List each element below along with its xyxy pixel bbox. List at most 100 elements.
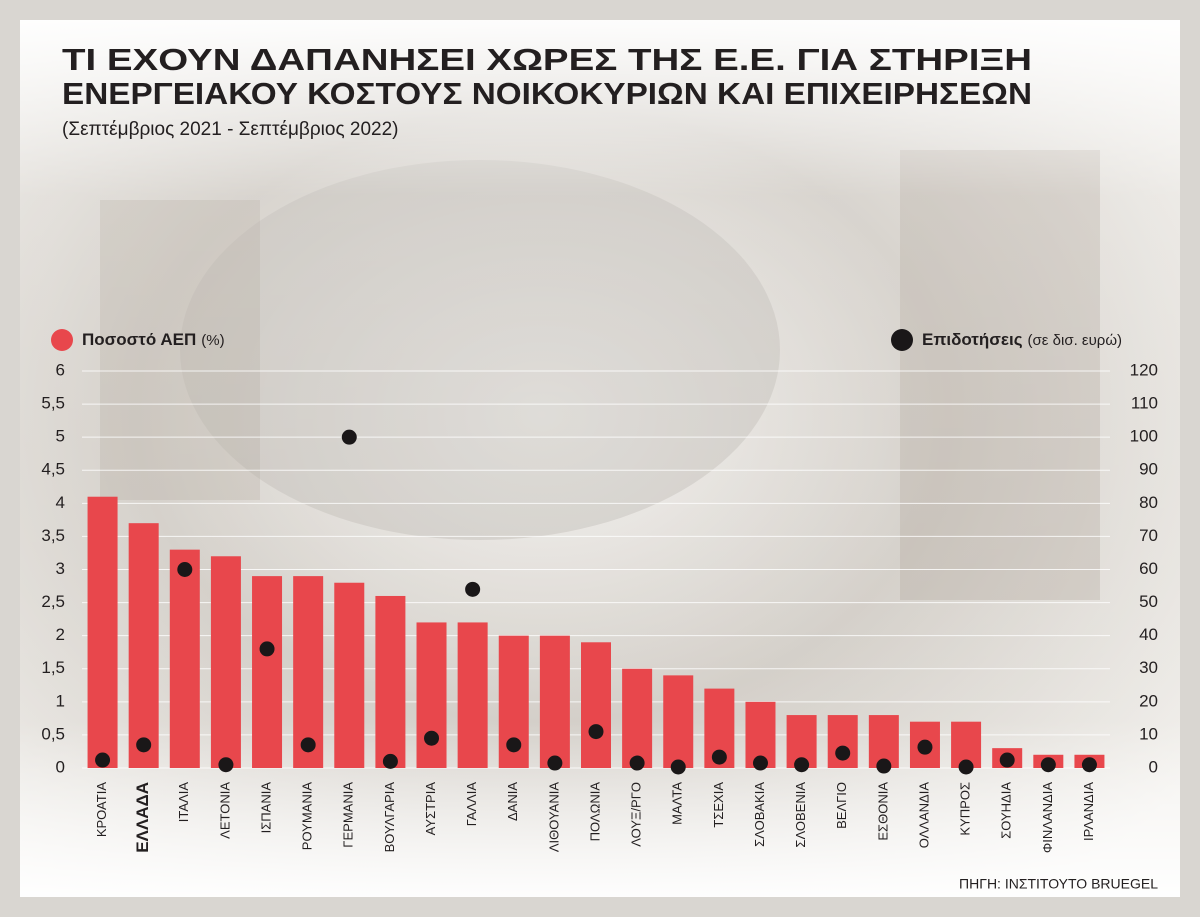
- x-tick-label: ΠΟΛΩΝΙΑ: [587, 782, 602, 842]
- y2-tick-label: 0: [1149, 757, 1158, 776]
- y-tick-label: 4,5: [41, 460, 65, 479]
- x-tick-label: ΙΣΠΑΝΙΑ: [258, 782, 273, 834]
- x-tick-label: ΛΕΤΟΝΙΑ: [217, 782, 232, 839]
- dot: [547, 755, 563, 771]
- dot: [424, 730, 440, 746]
- y2-tick-label: 20: [1139, 691, 1158, 710]
- x-tick-label: ΒΟΥΛΓΑΡΙΑ: [382, 782, 397, 853]
- x-tick-label: ΔΑΝΙΑ: [505, 782, 520, 821]
- dot: [999, 752, 1015, 768]
- y-tick-label: 5: [56, 427, 65, 446]
- dot: [218, 757, 234, 773]
- dot: [588, 724, 604, 740]
- y2-tick-label: 60: [1139, 559, 1158, 578]
- y2-tick-label: 40: [1139, 625, 1158, 644]
- y-tick-label: 5,5: [41, 394, 65, 413]
- x-tick-label: ΣΛΟΒΕΝΙΑ: [793, 782, 808, 848]
- y-tick-label: 0: [56, 757, 65, 776]
- y-tick-label: 1: [56, 691, 65, 710]
- x-tick-label: ΛΙΘΟΥΑΝΙΑ: [546, 782, 561, 852]
- legend-label: Επιδοτήσεις (σε δισ. ευρώ): [922, 330, 1122, 349]
- x-tick-label: ΣΟΥΗΔΙΑ: [999, 782, 1014, 839]
- y2-tick-label: 50: [1139, 592, 1158, 611]
- y-tick-label: 2,5: [41, 592, 65, 611]
- bar: [375, 595, 406, 768]
- x-tick-label: ΓΑΛΛΙΑ: [464, 782, 479, 827]
- x-tick-label: ΕΛΛΑΔΑ: [133, 782, 152, 853]
- x-tick-label: ΦΙΝΛΑΝΔΙΑ: [1040, 782, 1055, 853]
- y-tick-label: 4: [56, 493, 65, 512]
- dot: [506, 737, 522, 753]
- bar: [252, 576, 283, 768]
- bar: [169, 549, 200, 768]
- chart-subtitle: (Σεπτέμβριος 2021 - Σεπτέμβριος 2022): [62, 119, 399, 140]
- dot: [259, 641, 275, 657]
- x-tick-label: ΣΛΟΒΑΚΙΑ: [752, 782, 767, 847]
- bar: [210, 556, 241, 768]
- chart-title: ΕΝΕΡΓΕΙΑΚΟΥ ΚΟΣΤΟΥΣ ΝΟΙΚΟΚΥΡΙΩΝ ΚΑΙ ΕΠΙΧ…: [62, 76, 1032, 111]
- x-tick-label: ΓΕΡΜΑΝΙΑ: [341, 782, 356, 848]
- dot: [465, 581, 481, 597]
- bar: [87, 496, 118, 768]
- legend-label: Ποσοστό ΑΕΠ (%): [82, 330, 225, 349]
- legend-name: Ποσοστό ΑΕΠ: [82, 330, 196, 349]
- y2-tick-label: 30: [1139, 658, 1158, 677]
- dot: [711, 749, 727, 765]
- legend-item: Ποσοστό ΑΕΠ (%): [51, 329, 225, 351]
- dot: [629, 755, 645, 771]
- dot: [95, 752, 111, 768]
- legend-swatch: [891, 329, 913, 351]
- x-tick-label: ΒΕΛΓΙΟ: [834, 782, 849, 829]
- x-tick-label: ΚΥΠΡΟΣ: [958, 782, 973, 836]
- y-tick-label: 2: [56, 625, 65, 644]
- legend-swatch: [51, 329, 73, 351]
- dot: [136, 737, 152, 753]
- dot: [670, 759, 686, 775]
- dot: [876, 758, 892, 774]
- dot: [1081, 757, 1097, 773]
- legend-item: Επιδοτήσεις (σε δισ. ευρώ): [891, 329, 1122, 351]
- x-tick-label: ΟΛΛΑΝΔΙΑ: [916, 782, 931, 849]
- bar: [581, 642, 611, 768]
- legend-unit: (%): [201, 332, 224, 349]
- dot: [917, 739, 933, 755]
- x-tick-label: ΜΑΛΤΑ: [670, 782, 685, 825]
- source: ΠΗΓΗ: ΙΝΣΤΙΤΟΥΤΟ BRUEGEL: [959, 876, 1158, 892]
- bar: [622, 668, 653, 768]
- dot: [835, 745, 851, 761]
- dot: [177, 562, 193, 577]
- bar: [293, 576, 324, 768]
- dot: [300, 737, 316, 753]
- y2-tick-label: 80: [1139, 493, 1158, 512]
- x-tick-label: ΑΥΣΤΡΙΑ: [423, 782, 438, 836]
- dot: [1040, 757, 1056, 773]
- x-tick-label: ΚΡΟΑΤΙΑ: [94, 782, 109, 837]
- y2-tick-label: 10: [1139, 724, 1158, 743]
- bar: [539, 635, 570, 768]
- dot: [752, 755, 768, 771]
- x-tick-label: ΛΟΥΞ/ΡΓΟ: [629, 782, 644, 847]
- bar: [416, 622, 447, 768]
- dot: [958, 759, 974, 775]
- y-tick-label: 1,5: [41, 658, 65, 677]
- y-tick-label: 3,5: [41, 526, 65, 545]
- y-tick-label: 0,5: [41, 724, 65, 743]
- bar: [663, 675, 694, 768]
- bar: [128, 523, 159, 768]
- legend-unit: (σε δισ. ευρώ): [1028, 332, 1123, 349]
- bar: [334, 582, 365, 768]
- y2-tick-label: 90: [1139, 460, 1158, 479]
- dot: [341, 429, 357, 445]
- y-tick-label: 3: [56, 559, 65, 578]
- y2-tick-label: 110: [1131, 394, 1158, 413]
- x-tick-label: ΙΤΑΛΙΑ: [176, 782, 191, 823]
- x-tick-label: ΕΣΘΟΝΙΑ: [875, 782, 890, 841]
- legend-name: Επιδοτήσεις: [922, 330, 1023, 349]
- dot: [382, 753, 398, 769]
- dot: [794, 757, 810, 773]
- x-tick-label: ΙΡΛΑΝΔΙΑ: [1081, 782, 1096, 841]
- y-tick-label: 6: [56, 360, 65, 379]
- chart-title: ΤΙ ΕΧΟΥΝ ΔΑΠΑΝΗΣΕΙ ΧΩΡΕΣ ΤΗΣ Ε.Ε. ΓΙΑ ΣΤ…: [62, 42, 1032, 77]
- x-tick-label: ΡΟΥΜΑΝΙΑ: [300, 782, 315, 851]
